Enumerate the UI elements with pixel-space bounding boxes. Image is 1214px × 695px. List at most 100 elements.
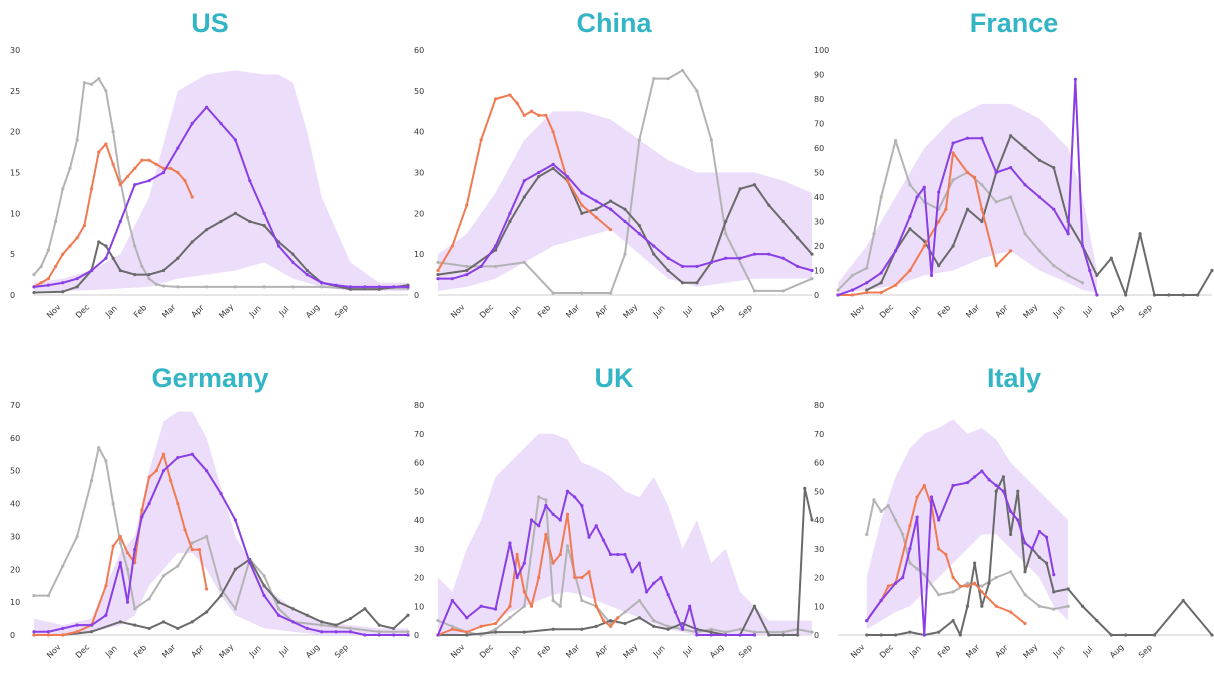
line-chart-france: 0 10 20 30 40 50 60 70 80 90 100 Nov Dec Jan Feb Mar Apr… <box>814 46 1214 320</box>
data-point <box>810 277 814 281</box>
data-point <box>580 627 584 631</box>
x-tick-label: Feb <box>132 303 148 319</box>
data-point <box>666 76 670 81</box>
data-point <box>436 272 440 277</box>
data-point <box>161 620 166 624</box>
data-point <box>46 633 50 637</box>
series-line-3 <box>33 77 408 290</box>
data-point <box>944 207 948 211</box>
data-point <box>796 236 800 240</box>
data-point <box>133 244 137 248</box>
data-point <box>637 138 641 142</box>
data-point <box>1066 587 1070 591</box>
data-point <box>305 268 309 273</box>
data-point <box>465 633 469 637</box>
data-point <box>973 581 977 585</box>
data-point <box>965 136 970 140</box>
data-point <box>1109 633 1113 637</box>
data-point <box>893 581 898 585</box>
y-tick-label: 30 <box>814 218 824 227</box>
y-tick-label: 10 <box>414 250 424 259</box>
data-point <box>276 607 281 611</box>
data-point <box>465 616 469 620</box>
x-tick-label: Jul <box>1081 645 1095 659</box>
data-point <box>320 281 324 285</box>
data-point <box>958 584 962 588</box>
data-point <box>104 256 108 260</box>
data-point <box>334 623 338 627</box>
data-point <box>781 630 785 634</box>
x-tick-label: Mar <box>964 642 982 660</box>
data-point <box>709 633 713 637</box>
x-tick-label: Jul <box>277 645 291 659</box>
data-point <box>872 498 876 502</box>
data-point <box>1037 195 1041 199</box>
data-point <box>937 518 941 522</box>
data-point <box>32 633 36 637</box>
data-point <box>205 105 209 109</box>
y-tick-label: 30 <box>10 532 20 541</box>
data-point <box>1001 489 1006 493</box>
data-point <box>334 630 338 634</box>
series-line-1 <box>437 93 612 272</box>
data-point <box>262 593 266 598</box>
data-point <box>573 495 577 499</box>
data-point <box>61 626 65 631</box>
data-point <box>248 179 252 183</box>
data-point <box>601 619 606 623</box>
y-tick-label: 60 <box>414 459 424 468</box>
data-point <box>161 574 166 578</box>
data-point <box>652 252 656 256</box>
x-tick-label: Mar <box>964 302 982 320</box>
data-point <box>1009 610 1013 614</box>
y-tick-label: 20 <box>10 565 20 574</box>
chart-panel-italy: Italy 0 10 20 30 40 50 60 70 80 Nov Dec Jan Feb Mar Ap… <box>812 355 1214 695</box>
range-band <box>838 103 1097 293</box>
data-point <box>724 630 728 634</box>
data-point <box>479 138 483 142</box>
y-tick-label: 80 <box>814 401 824 410</box>
y-tick-label: 90 <box>814 71 824 80</box>
data-point <box>133 272 137 277</box>
data-point <box>465 268 469 273</box>
range-band <box>34 411 408 635</box>
x-tick-label: Dec <box>878 643 895 660</box>
data-point <box>493 607 498 611</box>
data-point <box>537 575 541 580</box>
data-point <box>752 633 757 637</box>
data-point <box>53 264 58 269</box>
data-point <box>781 256 785 260</box>
x-tick-label: Feb <box>536 303 552 319</box>
data-point <box>879 271 883 275</box>
data-point <box>348 626 353 631</box>
data-point <box>190 547 194 552</box>
data-point <box>276 600 281 604</box>
x-tick-label: Dec <box>74 303 91 320</box>
y-tick-label: 100 <box>814 46 829 55</box>
data-point <box>219 121 223 126</box>
data-point <box>781 633 785 637</box>
data-point <box>515 101 519 105</box>
data-point <box>493 244 498 248</box>
data-point <box>922 185 926 189</box>
y-tick-label: 30 <box>414 545 424 554</box>
data-point <box>893 283 898 287</box>
data-point <box>61 252 65 256</box>
data-point <box>810 268 814 273</box>
data-point <box>958 633 962 637</box>
data-point <box>558 604 562 608</box>
data-point <box>1037 529 1041 534</box>
data-point <box>32 285 36 289</box>
x-tick-label: Aug <box>708 643 725 660</box>
x-tick-label: Jul <box>681 305 695 319</box>
data-point <box>406 630 410 634</box>
data-point <box>133 623 137 627</box>
data-point <box>111 501 115 506</box>
data-point <box>1152 293 1157 297</box>
data-point <box>580 203 584 207</box>
data-point <box>262 584 266 588</box>
data-point <box>118 219 122 224</box>
data-point <box>219 219 223 224</box>
x-tick-label: Jan <box>907 644 923 660</box>
data-point <box>493 97 498 101</box>
